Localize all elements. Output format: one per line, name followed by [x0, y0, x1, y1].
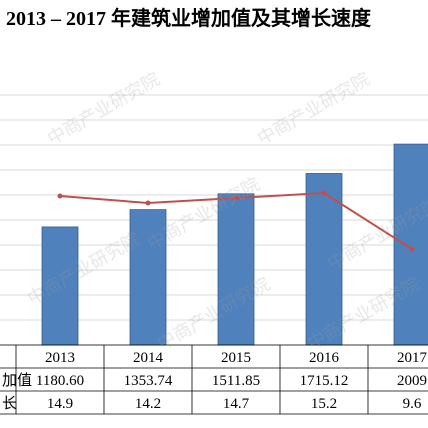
- data-label: 14.7: [223, 396, 250, 412]
- bar: [305, 173, 343, 346]
- line-point: [57, 193, 63, 199]
- line-series: [57, 190, 415, 252]
- tick-label: 2014: [133, 350, 164, 366]
- row-label: 长: [2, 395, 17, 412]
- line-point: [321, 190, 327, 196]
- data-label: 15.2: [311, 396, 337, 412]
- tick-label: 2015: [221, 350, 251, 366]
- data-label: 1511.85: [212, 373, 260, 389]
- bar: [217, 193, 255, 346]
- tick-label: 2013: [45, 350, 75, 366]
- data-table: 2013 2014 2015 2016 2017 加值长 1180.60 1353.74 151…: [0, 344, 428, 415]
- tick-label: 2017: [397, 350, 428, 366]
- data-label: 14.2: [135, 396, 161, 412]
- data-label: 2009: [397, 373, 427, 389]
- chart-title: 2013 – 2017 年建筑业增加值及其增长速度: [6, 8, 371, 30]
- data-label: 1353.74: [124, 373, 173, 389]
- data-label: 1715.12: [300, 373, 349, 389]
- data-label: 14.9: [47, 396, 73, 412]
- bar: [41, 226, 79, 346]
- data-label: 9.6: [403, 396, 422, 412]
- row-label: 加值: [2, 372, 32, 389]
- line-point: [145, 200, 151, 206]
- tick-label: 2016: [309, 350, 340, 366]
- bar: [129, 209, 167, 346]
- data-label: 1180.60: [36, 373, 84, 389]
- line-point: [409, 246, 415, 252]
- line-point: [233, 195, 239, 201]
- bar: [393, 143, 428, 346]
- bar-series: [41, 143, 428, 346]
